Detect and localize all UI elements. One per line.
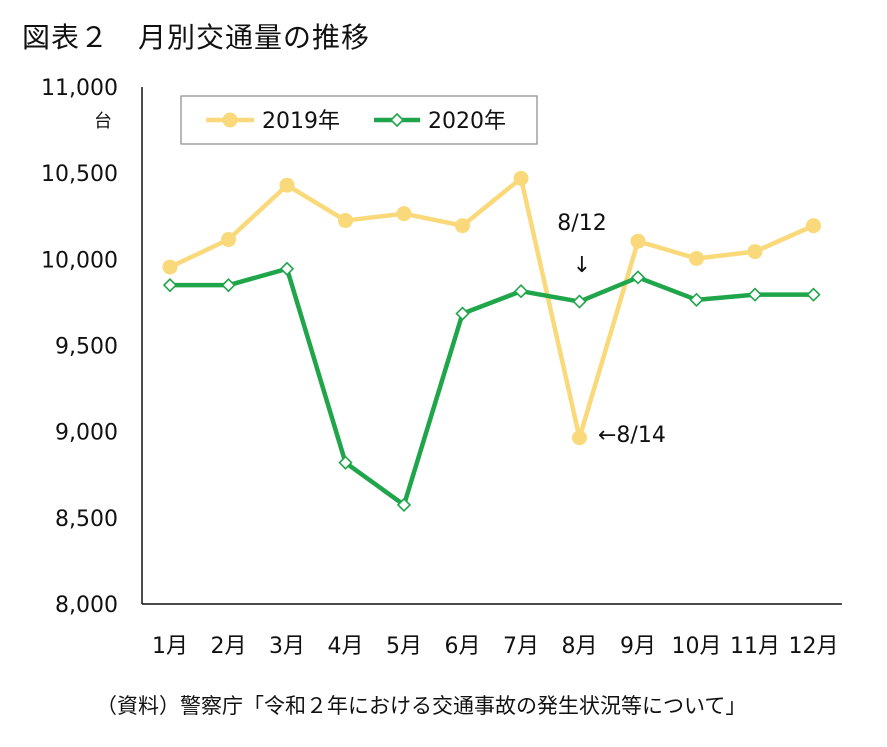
x-tick-label: 4月 xyxy=(328,634,364,659)
x-tick-label: 6月 xyxy=(445,634,481,659)
y-tick-label: 10,500 xyxy=(41,162,118,187)
source-note: （資料）警察庁「令和２年における交通事故の発生状況等について」 xyxy=(96,694,747,718)
y-axis-unit: 台 xyxy=(94,111,112,132)
annotations: 8/12 ↓ ←8/14 xyxy=(557,211,666,448)
data-point xyxy=(338,213,353,229)
data-point xyxy=(162,259,178,275)
x-tick-label: 10月 xyxy=(672,634,722,659)
data-point xyxy=(630,233,646,249)
series-lines xyxy=(169,176,815,508)
data-point xyxy=(630,270,646,285)
x-tick-label: 1月 xyxy=(152,634,188,659)
data-point xyxy=(279,177,295,193)
x-tick-label: 12月 xyxy=(789,634,839,659)
data-point xyxy=(455,218,470,234)
y-tick-label: 8,500 xyxy=(55,507,118,532)
data-point xyxy=(747,287,763,302)
series-line-1 xyxy=(169,176,815,440)
series-markers xyxy=(162,170,821,513)
data-point xyxy=(572,294,587,309)
data-point xyxy=(279,261,295,276)
x-tick-label: 2月 xyxy=(211,634,247,659)
y-tick-labels: 8,000 8,500 9,000 9,500 10,000 10,500 11,000 台 xyxy=(41,76,118,618)
data-point xyxy=(689,292,704,307)
data-point xyxy=(162,278,178,293)
data-point xyxy=(221,232,236,248)
annotation-8-12: 8/12 xyxy=(557,211,606,236)
page-title: 図表２ 月別交通量の推移 xyxy=(22,21,371,54)
legend-marker-2020 xyxy=(389,112,405,128)
data-point xyxy=(396,497,412,513)
annotation-arrow-down: ↓ xyxy=(573,253,591,278)
y-tick-label: 9,000 xyxy=(55,421,118,446)
legend-marker-2019 xyxy=(222,112,238,128)
legend: 2019年 2020年 xyxy=(180,95,538,145)
x-tick-label: 3月 xyxy=(269,634,305,659)
data-point xyxy=(806,287,821,302)
y-tick-label: 10,000 xyxy=(41,248,118,273)
x-tick-label: 8月 xyxy=(562,634,598,659)
data-point xyxy=(513,284,529,299)
data-point xyxy=(572,430,587,446)
series-line-2 xyxy=(170,266,814,508)
annotation-8-14: ←8/14 xyxy=(598,423,666,448)
y-tick-label: 9,500 xyxy=(55,335,118,360)
legend-box xyxy=(180,95,538,145)
x-tick-label: 9月 xyxy=(620,634,656,659)
data-point xyxy=(747,244,763,260)
data-point xyxy=(338,455,353,470)
x-tick-label: 7月 xyxy=(503,634,539,659)
data-point xyxy=(806,218,821,234)
axes xyxy=(141,87,842,605)
data-point xyxy=(513,170,529,186)
x-tick-labels: 1月 2月 3月 4月 5月 6月 7月 8月 9月 10月 11月 12月 xyxy=(152,634,839,659)
y-tick-label: 8,000 xyxy=(55,593,118,618)
data-point xyxy=(221,278,236,293)
legend-label-2019: 2019年 xyxy=(262,109,340,134)
legend-label-2020: 2020年 xyxy=(428,109,506,134)
x-tick-label: 5月 xyxy=(386,634,422,659)
y-tick-label: 11,000 xyxy=(41,76,118,101)
data-point xyxy=(689,250,704,266)
data-point xyxy=(455,306,470,321)
data-point xyxy=(396,206,412,222)
x-tick-label: 11月 xyxy=(730,634,780,659)
